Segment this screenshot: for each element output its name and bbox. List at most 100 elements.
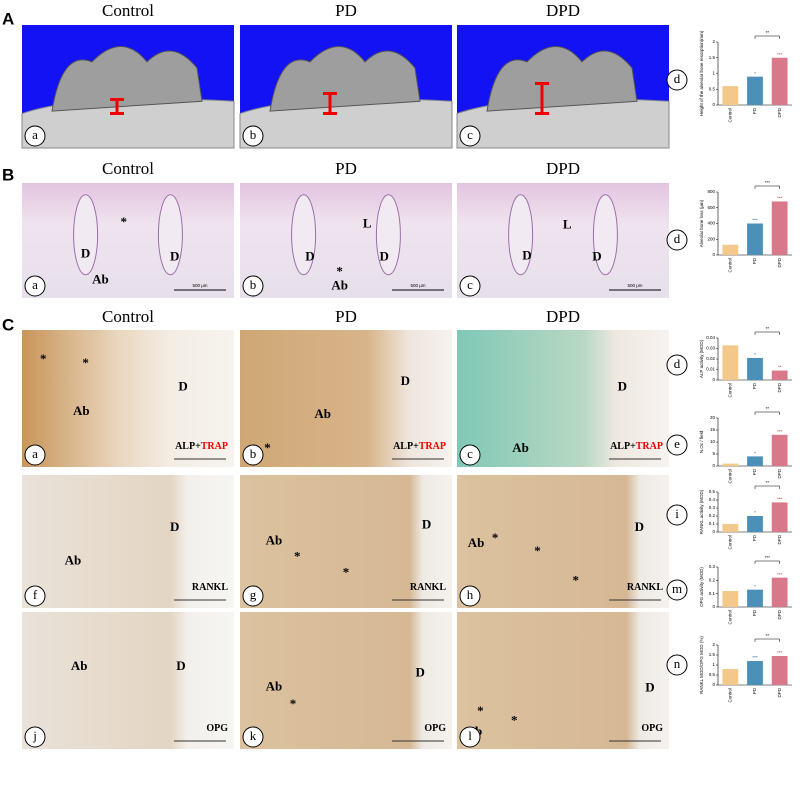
panel-annotation: D [635,519,644,534]
root [508,194,534,276]
stain-label: ALP+TRAP [393,441,446,452]
bracket-label: *** [765,555,771,560]
panel-letter: d [674,71,681,86]
panel-letter: b [250,127,257,142]
x-tick-label: Control [728,383,733,398]
panel-letter-circle [242,726,264,748]
panel-annotation: D [401,373,410,388]
column-title: Control [102,1,154,20]
significance-mark: *** [752,655,758,660]
significance-mark: * [754,352,756,357]
y-tick-label: 0.1 [709,591,716,596]
y-tick-label: 0 [712,252,715,257]
y-axis-title: ALP activity (MOD) [699,339,704,378]
column-title: PD [335,307,357,326]
bar [747,357,763,380]
scale-label: 500 μm [410,283,425,288]
image [240,330,452,467]
stain-name: RANKL [410,582,446,593]
panel-annotation: Ab [73,403,90,418]
significance-mark: * [754,451,756,456]
panel-annotation: L [363,215,372,230]
root [375,194,401,276]
panel-letter-circle [24,444,46,466]
significance-mark: *** [752,218,758,223]
bracket-label: ** [766,326,770,331]
y-tick-label: 1.5 [709,652,716,657]
panel-letter: m [672,581,682,596]
panel-annotation: D [305,249,314,264]
panel-letter: j [32,728,37,743]
stain-name: RANKL [192,582,228,593]
significance-mark: *** [777,572,783,577]
column-title: Control [102,307,154,326]
significance-mark: ** [778,365,782,370]
panel-letter: c [467,446,473,461]
panel-letter: d [674,231,681,246]
panel-annotation: * [121,214,128,229]
panel-letter-circle [24,125,46,147]
stain-alp: ALP+ [175,441,201,452]
panel-letter: e [674,436,680,451]
column-title: Control [102,159,154,178]
root [73,194,99,276]
y-tick-label: 0.2 [709,513,716,518]
y-tick-label: 15 [710,427,716,432]
column-title: DPD [546,307,580,326]
bar [722,669,739,685]
bar [747,456,763,466]
image [457,475,669,608]
panel-letter-circle [459,726,481,748]
bracket-label: ** [766,30,770,35]
y-tick-label: 0.3 [709,564,716,569]
significance-mark: *** [777,497,783,502]
panel-letter-circle [24,275,46,297]
y-axis-title: Alveolar bone loss (μm) [699,199,704,247]
image-panel: RANKL Ab * * * Dh [457,475,669,608]
y-tick-label: 0.02 [706,356,715,361]
bar [747,76,763,105]
y-tick-label: 0.5 [709,489,716,494]
y-tick-label: 200 [707,236,715,241]
stain-label: OPG [641,723,663,734]
panel-letter-circle [666,504,688,526]
section-label: A [2,9,14,28]
stain-name: RANKL [627,582,663,593]
significance-mark: * [754,584,756,589]
bar [722,591,739,607]
bar [747,516,763,532]
x-tick-label: PD [752,609,757,616]
y-axis-title: RANKL MOD/OPG MOD (%) [699,636,704,694]
panel-annotation: D [176,658,185,673]
panel-letter: g [250,587,257,602]
panel-letter: a [32,277,38,292]
x-tick-label: PD [752,107,757,114]
panel-letter-circle [242,585,264,607]
teeth [51,46,203,112]
panel-letter: c [467,277,473,292]
stain-label: ALP+TRAP [610,441,663,452]
y-tick-label: 0 [712,102,715,107]
panel-letter: b [250,277,257,292]
panel-letter-circle [666,579,688,601]
bracket-label: *** [765,180,771,185]
image-panel: ALP+TRAP Ab Dc [457,330,669,467]
panel-letter-circle [666,434,688,456]
panel-annotation: Ab [266,678,283,693]
panel-annotation: Ab [331,277,348,292]
stain-name: OPG [206,723,228,734]
panel-annotation: * [343,564,350,579]
y-tick-label: 0 [712,682,715,687]
stain-label: RANKL [410,582,446,593]
panel-letter-circle [459,275,481,297]
panel-letter-circle [666,69,688,91]
column-title: PD [335,159,357,178]
bar [771,577,788,607]
panel-annotation: D [178,379,187,394]
panel-annotation: * [534,543,541,558]
y-tick-label: 10 [710,439,716,444]
teeth [486,46,638,112]
scale-label: 500 μm [627,283,642,288]
panel-annotation: Ab [92,272,109,287]
